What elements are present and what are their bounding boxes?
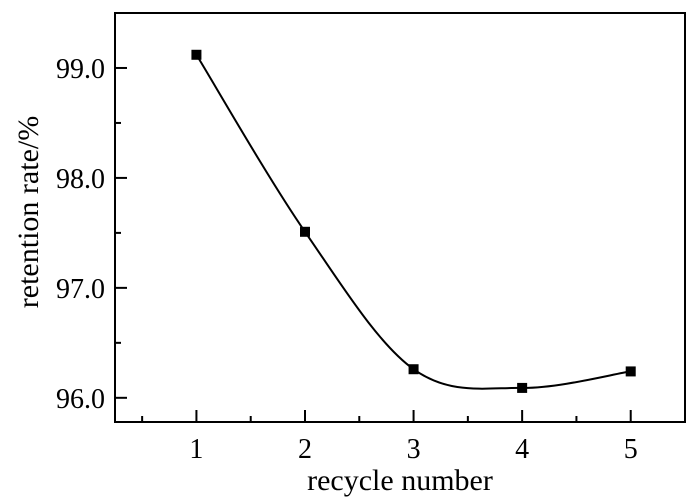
x-tick-label: 3 (407, 434, 421, 465)
x-tick-label: 2 (298, 434, 312, 465)
x-axis-title: recycle number (307, 464, 493, 497)
x-tick-label: 4 (515, 434, 529, 465)
y-tick-label: 97.0 (56, 274, 105, 305)
y-tick-label: 98.0 (56, 164, 105, 195)
x-tick-label: 1 (189, 434, 203, 465)
data-point (300, 226, 310, 237)
data-point (191, 49, 202, 60)
data-point (625, 366, 636, 377)
series-curve (195, 54, 631, 390)
y-tick-label: 99.0 (56, 54, 105, 85)
plot-area-border (114, 12, 686, 423)
y-axis-title: retention rate/% (12, 116, 45, 308)
x-tick-label: 5 (624, 434, 638, 465)
data-point (408, 364, 419, 375)
y-tick-label: 96.0 (56, 384, 105, 415)
data-markers (191, 49, 636, 393)
tick-labels: 1 2 3 4 5 96.0 97.0 98.0 99.0 (56, 54, 638, 465)
data-point (517, 382, 528, 393)
plot-frame (114, 12, 686, 423)
axis-ticks (115, 66, 632, 422)
